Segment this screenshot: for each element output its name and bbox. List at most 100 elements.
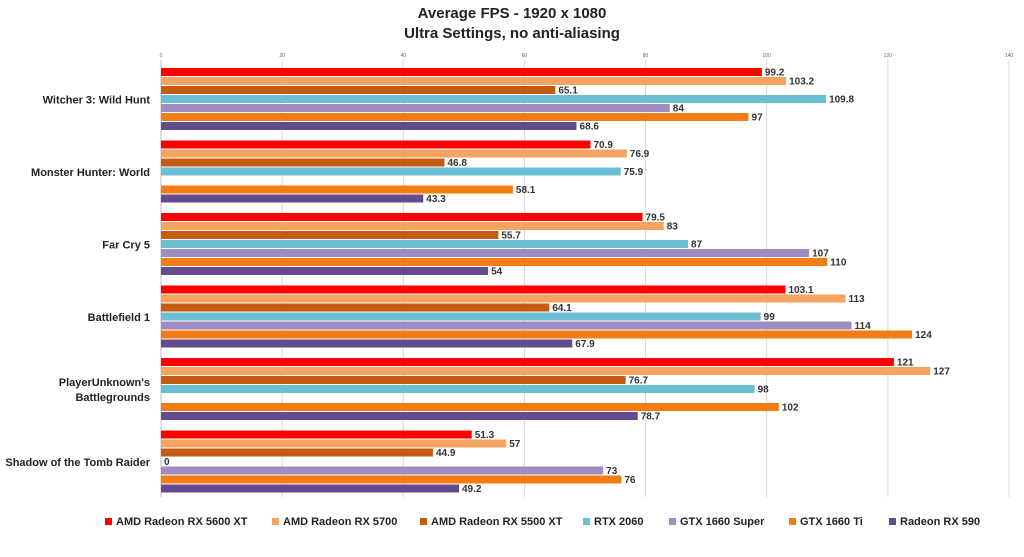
data-label: 58.1 (516, 185, 536, 196)
legend-swatch (789, 518, 796, 525)
legend-entry: Radeon RX 590 (900, 516, 980, 528)
data-label: 84 (673, 104, 685, 115)
data-label: 70.9 (593, 140, 613, 151)
bar (161, 194, 424, 203)
data-label: 83 (667, 222, 679, 233)
data-label: 99 (764, 312, 776, 323)
data-label: 0 (164, 457, 170, 468)
data-label: 54 (491, 267, 503, 278)
legend-swatch (105, 518, 112, 525)
data-label: 51.3 (475, 430, 495, 441)
x-tick-label: 80 (643, 53, 649, 59)
x-tick-label: 0 (160, 53, 163, 59)
category-labels: Witcher 3: Wild Hunt Monster Hunter: Worl… (5, 95, 150, 470)
bar (161, 149, 627, 158)
bar (161, 448, 433, 457)
bar (161, 321, 852, 330)
data-label: 76.9 (630, 149, 650, 160)
data-label: 44.9 (436, 448, 456, 459)
data-label: 97 (752, 113, 764, 124)
bar (161, 249, 810, 257)
gridlines (160, 60, 1010, 497)
bar (161, 267, 489, 275)
bar (161, 104, 670, 112)
bar (161, 68, 762, 76)
bar (161, 95, 827, 103)
bar (161, 240, 688, 248)
x-tick-label: 40 (401, 53, 407, 59)
data-label: 75.9 (624, 167, 644, 178)
bar (161, 312, 761, 321)
bar (161, 376, 626, 384)
x-axis-ticks: 0 20 40 60 80 100 120 140 (160, 53, 1014, 59)
bar (161, 439, 507, 448)
chart-subtitle: Ultra Settings, no anti-aliasing (404, 25, 620, 42)
data-labels: 99.2 70.9 79.5 103.1 121 51.3 103.2 76.9 83 113 12… (164, 68, 950, 496)
data-label: 67.9 (575, 339, 595, 350)
data-label: 78.7 (641, 412, 661, 423)
legend-entry: GTX 1660 Super (680, 516, 765, 528)
legend-swatch (272, 518, 279, 525)
data-label: 102 (782, 403, 799, 414)
data-label: 64.1 (552, 303, 572, 314)
bar (161, 140, 591, 149)
x-tick-label: 120 (884, 53, 893, 59)
category-label: Battlegrounds (75, 392, 150, 404)
data-label: 76 (624, 475, 636, 486)
data-label: 109.8 (829, 95, 854, 106)
legend-swatch (420, 518, 427, 525)
legend-swatch (583, 518, 590, 525)
data-label: 57 (509, 439, 521, 450)
legend-swatch (669, 518, 676, 525)
data-label: 124 (915, 330, 932, 341)
data-label: 79.5 (646, 213, 666, 224)
data-label: 103.2 (789, 77, 814, 88)
data-label: 55.7 (501, 231, 521, 242)
x-tick-label: 140 (1005, 53, 1014, 59)
bars (161, 68, 931, 493)
legend-entry: GTX 1660 Ti (800, 516, 863, 528)
x-tick-label: 20 (279, 53, 285, 59)
data-label: 121 (897, 358, 914, 369)
bar (161, 339, 573, 348)
data-label: 68.6 (580, 122, 600, 133)
bar (161, 285, 786, 294)
data-label: 99.2 (765, 68, 785, 79)
bar (161, 303, 550, 312)
data-label: 49.2 (462, 484, 482, 495)
bar (161, 231, 499, 239)
chart-title: Average FPS - 1920 x 1080 (418, 5, 607, 22)
category-label: Monster Hunter: World (31, 167, 150, 179)
bar (161, 86, 556, 94)
bar (161, 158, 445, 167)
bar (161, 475, 622, 484)
category-label: Shadow of the Tomb Raider (5, 457, 150, 469)
category-label: Far Cry 5 (102, 240, 150, 252)
data-label: 65.1 (558, 86, 578, 97)
data-label: 127 (933, 367, 950, 378)
data-label: 110 (830, 258, 847, 269)
category-label: Witcher 3: Wild Hunt (43, 95, 151, 107)
bar (161, 330, 913, 339)
bar (161, 367, 931, 375)
data-label: 107 (812, 249, 829, 260)
x-tick-label: 60 (522, 53, 528, 59)
legend-entry: AMD Radeon RX 5700 (283, 516, 397, 528)
bar (161, 385, 755, 393)
legend: AMD Radeon RX 5600 XT AMD Radeon RX 5700 A… (105, 516, 980, 528)
legend-entry: RTX 2060 (594, 516, 644, 528)
bar (161, 113, 749, 121)
bar (161, 213, 643, 221)
bar (161, 294, 846, 303)
bar (161, 466, 604, 475)
bar (161, 430, 472, 439)
data-label: 43.3 (426, 194, 446, 205)
bar (161, 185, 513, 194)
bar (161, 77, 787, 85)
bar (161, 258, 828, 266)
bar (161, 403, 779, 411)
bar (161, 358, 894, 366)
data-label: 98 (758, 385, 770, 396)
data-label: 46.8 (447, 158, 467, 169)
